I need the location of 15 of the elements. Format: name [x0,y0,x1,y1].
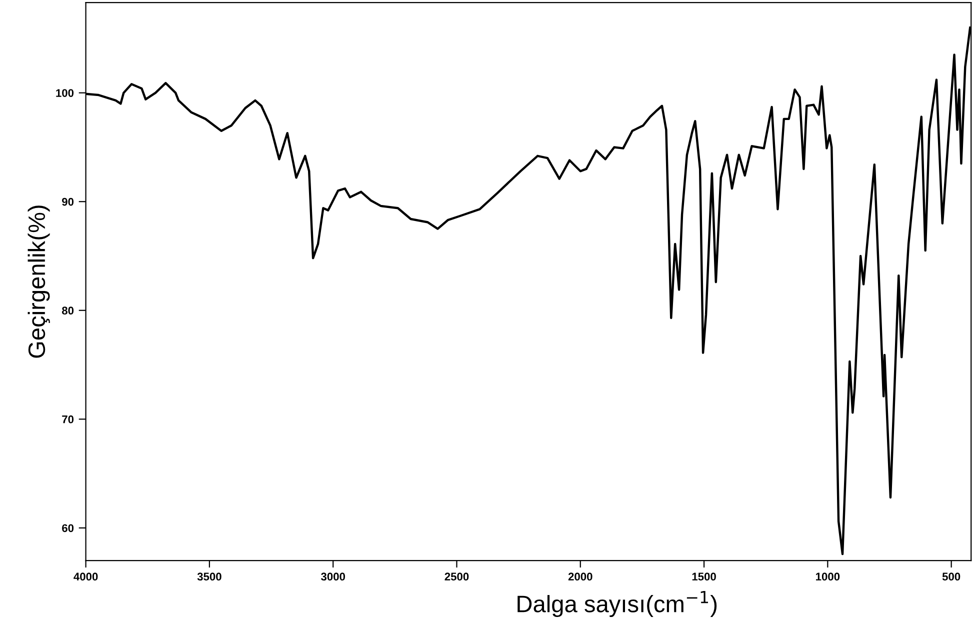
y-axis-title: Geçirgenlik(%) [28,206,50,358]
x-tick-label: 3500 [197,572,222,581]
x-axis-title: Dalga sayısı(cm$^{−1}$) [518,591,717,618]
x-tick-label: 2500 [444,572,469,581]
y-tick-label: 70 [62,415,74,424]
x-tick-label: 1500 [692,572,716,581]
x-tick-label: 4000 [74,572,98,581]
x-tick-label: 1000 [816,572,840,581]
y-tick-label: 90 [62,198,74,206]
x-tick-label: 500 [942,572,960,581]
x-tick-label: 3000 [320,572,345,581]
y-tick-label: 80 [62,306,74,315]
y-tick-label: 100 [56,89,74,97]
x-tick-label: 2000 [568,572,592,581]
y-tick-label: 60 [62,524,74,532]
